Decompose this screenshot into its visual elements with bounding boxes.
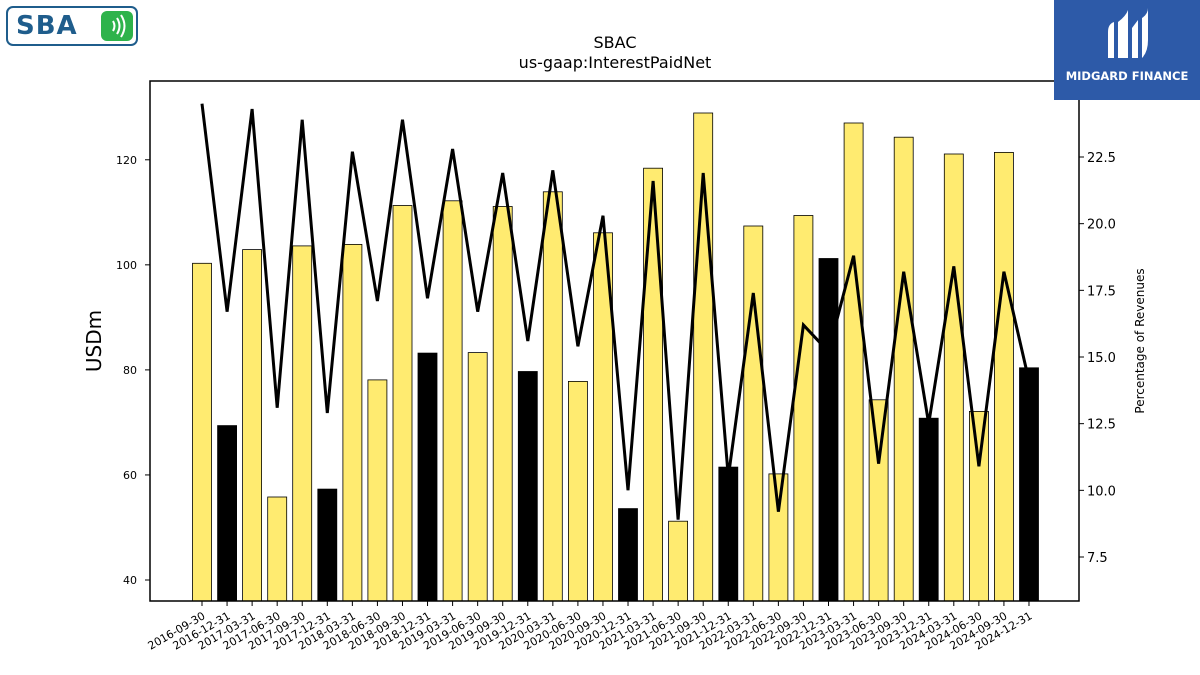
y-axis-right: 7.5 10.0 12.5 15.0 17.5 20.0 22.5 [1079, 151, 1116, 566]
bar-2019-12-31 [517, 371, 538, 602]
bar-2022-12-31 [818, 258, 839, 602]
bars-group [192, 112, 1039, 602]
bar-2024-03-31 [943, 153, 964, 602]
chart-subtitle: us-gaap:InterestPaidNet [519, 53, 712, 72]
bar-2017-09-30 [292, 245, 313, 602]
bar-2017-06-30 [267, 496, 288, 602]
bar-2016-09-30 [192, 262, 212, 602]
y2-tick-label-15: 15.0 [1087, 351, 1116, 366]
midgard-finance-text: MIDGARD FINANCE [1065, 69, 1189, 83]
bar-2024-06-30 [969, 410, 989, 602]
bar-2018-03-31 [342, 243, 363, 602]
plot-frame [149, 80, 1080, 602]
y-tick-label-60: 60 [123, 469, 137, 482]
sba-logo: SBA [6, 6, 138, 46]
y-tick-label-120: 120 [116, 154, 137, 167]
bar-2024-12-31 [1019, 367, 1039, 602]
bar-2022-09-30 [793, 215, 814, 602]
bar-2024-09-30 [994, 151, 1014, 602]
signal-waves-icon [101, 11, 133, 41]
bar-2020-12-31 [618, 508, 638, 602]
bar-2021-06-30 [668, 520, 688, 602]
bar-2019-09-30 [492, 206, 513, 602]
y-axis-left: 40 60 80 100 120 [116, 154, 150, 587]
bar-2023-12-31 [918, 417, 939, 602]
midgard-finance-logo: MIDGARD FINANCE [1054, 0, 1200, 100]
midgard-emblem-icon [1108, 8, 1148, 58]
bar-2018-09-30 [392, 205, 413, 602]
bar-2023-03-31 [843, 122, 864, 602]
y2-tick-label-12.5: 12.5 [1087, 418, 1116, 433]
sba-logo-text: SBA [16, 11, 78, 41]
bar-2021-12-31 [718, 466, 739, 602]
bar-2017-12-31 [317, 488, 338, 602]
bar-2017-03-31 [242, 249, 263, 602]
y2-tick-label-17.5: 17.5 [1087, 284, 1116, 299]
percentage-line [200, 103, 1031, 520]
bar-2018-12-31 [417, 352, 438, 602]
bar-2023-06-30 [868, 399, 889, 602]
bar-2016-12-31 [217, 425, 238, 602]
y-tick-label-40: 40 [123, 574, 137, 587]
chart-title: SBAC [594, 33, 637, 52]
y2-tick-label-22.5: 22.5 [1087, 151, 1116, 166]
y2-tick-label-20: 20.0 [1087, 218, 1116, 233]
y2-axis-label: Percentage of Revenues [1133, 268, 1147, 413]
x-axis: 2016-09-302016-12-312017-03-312017-06-30… [146, 601, 1034, 653]
bar-2021-03-31 [643, 167, 663, 602]
bar-2018-06-30 [367, 379, 388, 602]
bar-2022-03-31 [743, 225, 764, 602]
y2-tick-label-7.5: 7.5 [1087, 551, 1108, 566]
y2-tick-label-10: 10.0 [1087, 484, 1116, 499]
bar-2022-06-30 [768, 473, 789, 602]
y-tick-label-100: 100 [116, 259, 137, 272]
y-axis-label: USDm [82, 310, 106, 372]
bar-2019-03-31 [442, 200, 463, 602]
y-tick-label-80: 80 [123, 364, 137, 377]
bar-2023-09-30 [893, 136, 914, 602]
bar-2019-06-30 [467, 352, 488, 602]
bar-2020-06-30 [568, 380, 588, 602]
bar-2020-03-31 [542, 191, 563, 602]
